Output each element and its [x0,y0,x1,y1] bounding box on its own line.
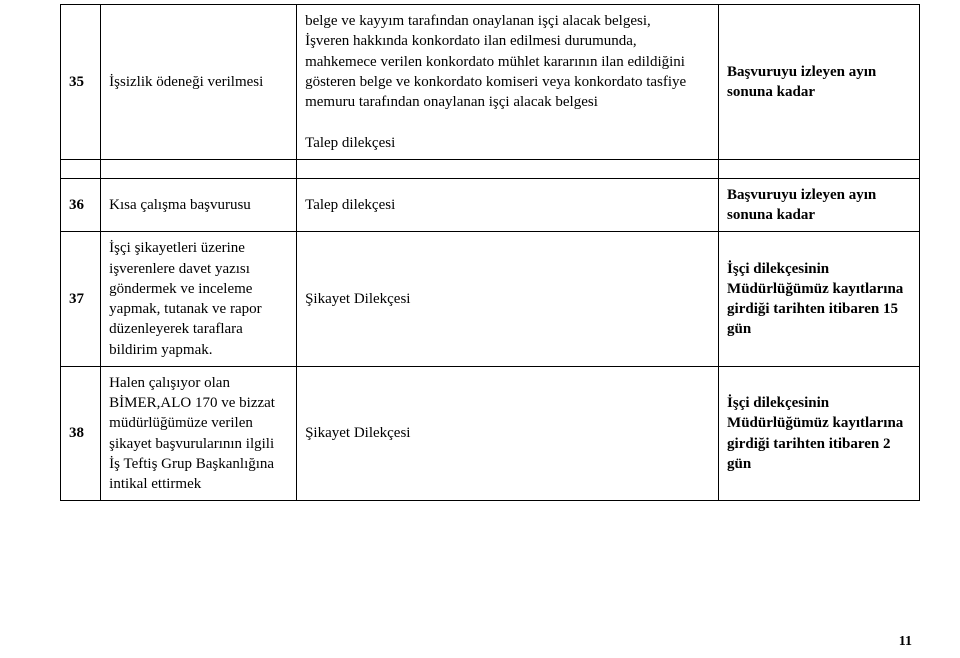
row-desc: Şikayet Dilekçesi [297,232,719,367]
row-time: Başvuruyu izleyen ayın sonuna kadar [719,5,920,160]
table-row: 36 Kısa çalışma başvurusu Talep dilekçes… [61,178,920,232]
row-time: İşçi dilekçesinin Müdürlüğümüz kayıtları… [719,232,920,367]
row-title: İşçi şikayetleri üzerine işverenlere dav… [101,232,297,367]
row-desc: belge ve kayyım tarafından onaylanan işç… [297,5,719,160]
row-number: 35 [61,5,101,160]
row-time: Başvuruyu izleyen ayın sonuna kadar [719,178,920,232]
row-title: İşsizlik ödeneği verilmesi [101,5,297,160]
row-title: Halen çalışıyor olan BİMER,ALO 170 ve bi… [101,366,297,501]
row-desc: Talep dilekçesi [297,178,719,232]
row-number: 37 [61,232,101,367]
page: 35 İşsizlik ödeneği verilmesi belge ve k… [0,0,960,658]
spacer-row [61,159,920,178]
table-row: 37 İşçi şikayetleri üzerine işverenlere … [61,232,920,367]
table-row: 38 Halen çalışıyor olan BİMER,ALO 170 ve… [61,366,920,501]
row-number: 38 [61,366,101,501]
page-number: 11 [899,634,912,650]
row-desc: Şikayet Dilekçesi [297,366,719,501]
table-row: 35 İşsizlik ödeneği verilmesi belge ve k… [61,5,920,160]
row-number: 36 [61,178,101,232]
data-table: 35 İşsizlik ödeneği verilmesi belge ve k… [60,4,920,501]
row-title: Kısa çalışma başvurusu [101,178,297,232]
row-time: İşçi dilekçesinin Müdürlüğümüz kayıtları… [719,366,920,501]
